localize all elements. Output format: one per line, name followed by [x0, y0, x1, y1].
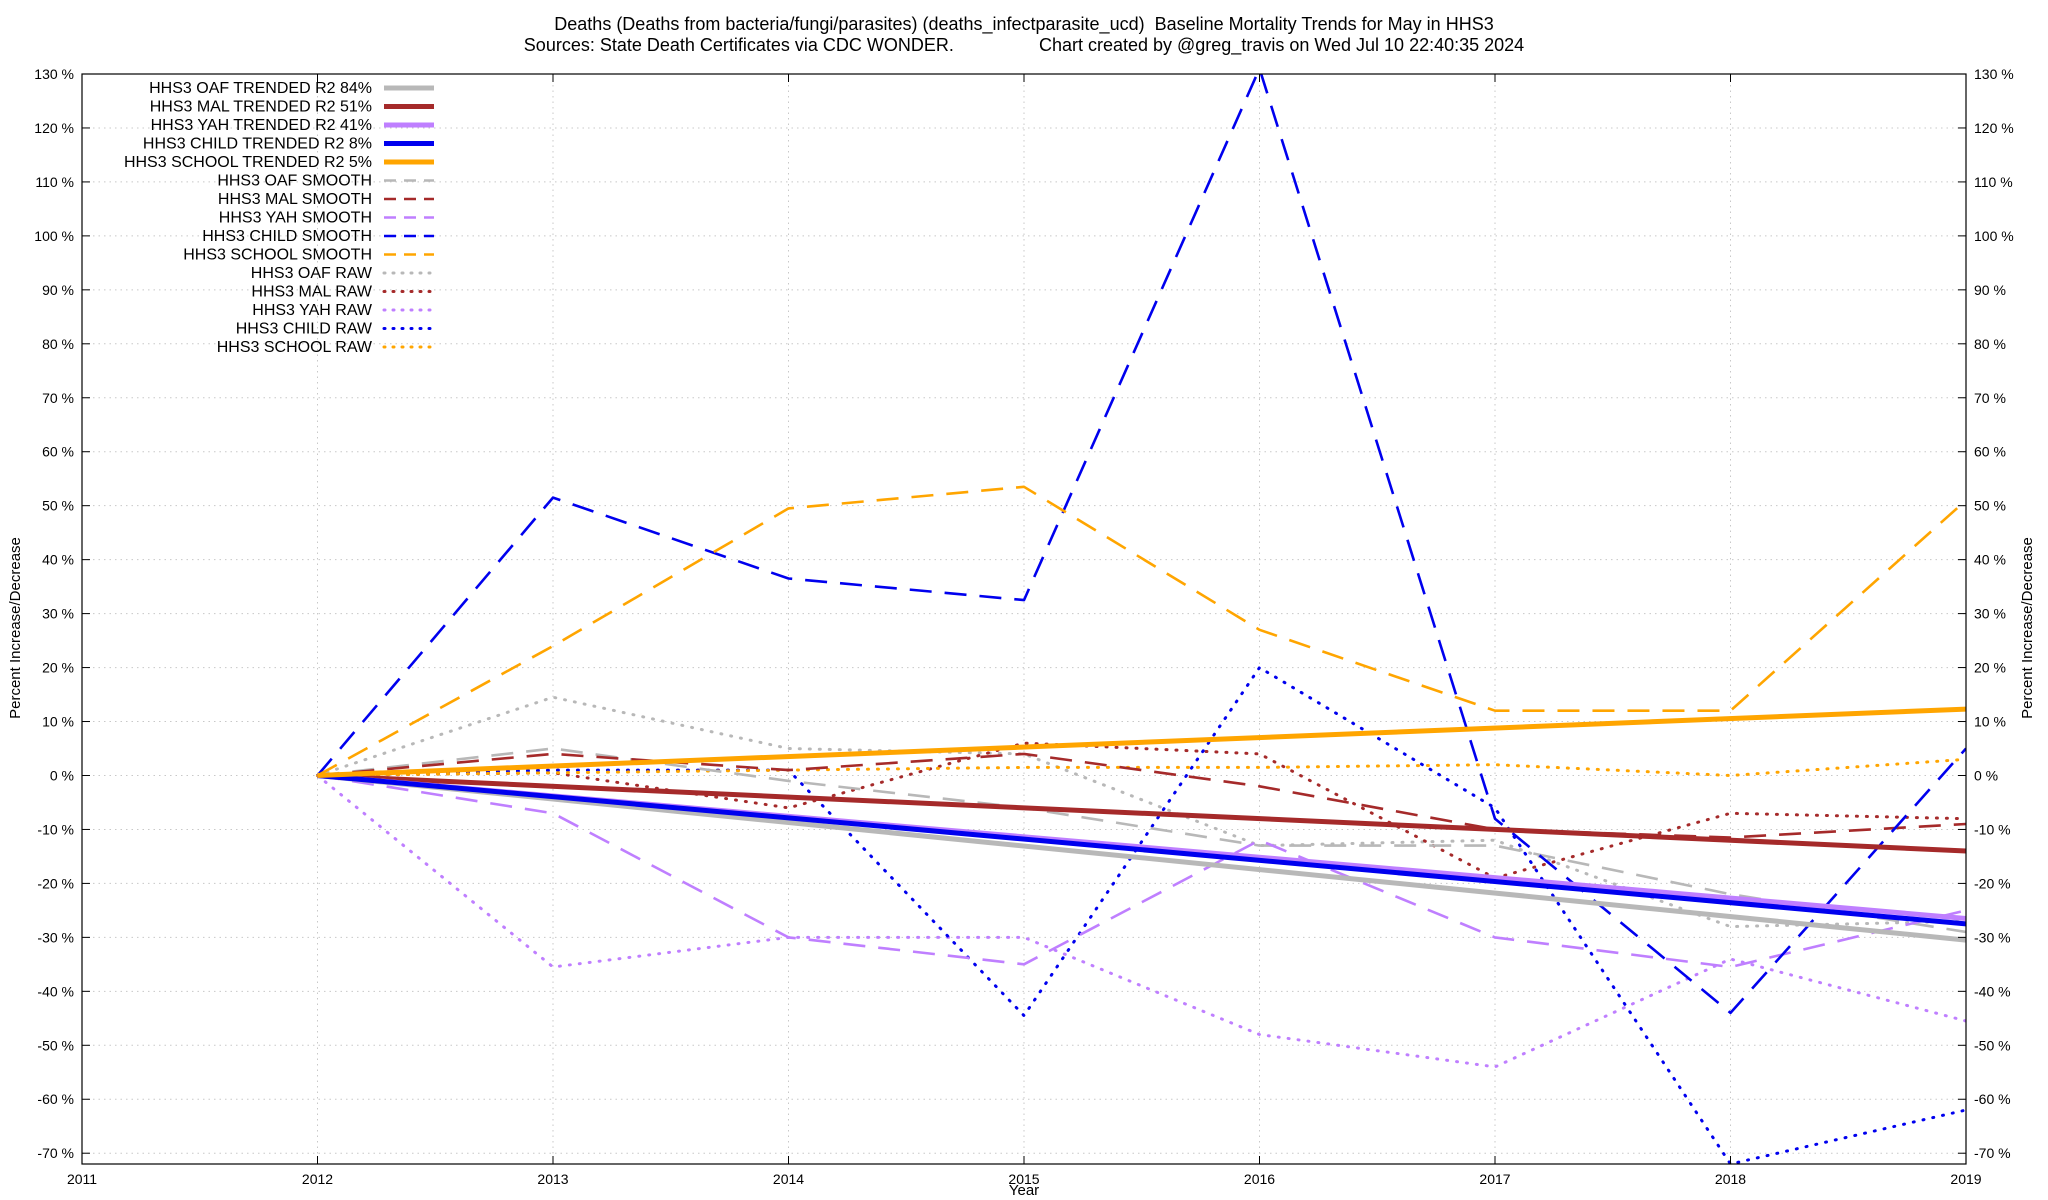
x-tick-label: 2015 — [1008, 1171, 1039, 1187]
x-tick-label: 2011 — [67, 1171, 97, 1187]
y-tick-label: 90 % — [42, 282, 74, 298]
y-tick-label: 80 % — [42, 336, 74, 352]
legend-entry-label: HHS3 SCHOOL SMOOTH — [183, 247, 372, 264]
y-tick-label: -70 % — [37, 1145, 74, 1161]
y-tick-label: -20 % — [37, 875, 74, 891]
y2-tick-label: 90 % — [1974, 282, 2006, 298]
y-tick-label: 50 % — [42, 498, 74, 514]
y-tick-label: 130 % — [34, 66, 74, 82]
series-line-hhs3-child-raw — [316, 666, 1966, 1164]
y-tick-label: -10 % — [37, 821, 74, 837]
legend-entry-label: HHS3 OAF RAW — [251, 265, 373, 282]
axis-ticks: 2011 2012 2013 2014 2015 2016 2017 2018 2019 130 … — [34, 66, 2013, 1187]
legend-entry-label: HHS3 MAL TRENDED R2 51% — [150, 99, 372, 116]
y2-tick-label: 70 % — [1974, 390, 2006, 406]
y2-tick-label: -30 % — [1974, 929, 2011, 945]
series-line-hhs3-oaf-trended-r2-84 — [317, 773, 1966, 943]
y2-tick-label: 110 % — [1974, 174, 2013, 190]
y2-axis-label: Percent Increase/Decrease — [2019, 537, 2036, 719]
legend-entry-label: HHS3 CHILD SMOOTH — [202, 228, 372, 245]
y-tick-label: -40 % — [37, 983, 74, 999]
y-tick-label: 40 % — [42, 552, 74, 568]
legend-entry-label: HHS3 OAF TRENDED R2 84% — [149, 80, 372, 97]
legend-entry-label: HHS3 MAL SMOOTH — [218, 191, 372, 208]
y2-tick-label: -10 % — [1974, 821, 2011, 837]
x-tick-label: 2016 — [1244, 1171, 1275, 1187]
x-axis-label: Year — [1009, 1182, 1039, 1199]
y2-tick-label: -20 % — [1974, 875, 2011, 891]
y2-tick-label: -50 % — [1974, 1037, 2011, 1053]
series-line-hhs3-child-smooth — [316, 74, 1966, 1015]
y-tick-label: -30 % — [37, 929, 74, 945]
y-tick-label: 0 % — [50, 767, 74, 783]
series-layer — [316, 74, 1966, 1164]
legend-entry-label: HHS3 OAF SMOOTH — [217, 173, 372, 190]
legend: HHS3 OAF TRENDED R2 84% HHS3 MAL TRENDED … — [124, 80, 436, 356]
y2-tick-label: 10 % — [1974, 714, 2006, 730]
y2-tick-label: 130 % — [1974, 66, 2014, 82]
y-tick-label: 60 % — [42, 444, 74, 460]
y-tick-label: 100 % — [34, 228, 74, 244]
y2-tick-label: 30 % — [1974, 606, 2006, 622]
legend-entry-label: HHS3 MAL RAW — [251, 284, 373, 301]
x-tick-label: 2013 — [537, 1171, 568, 1187]
y2-tick-label: 100 % — [1974, 228, 2014, 244]
series-line-hhs3-yah-smooth — [317, 774, 1966, 969]
x-tick-label: 2019 — [1950, 1171, 1981, 1187]
y2-tick-label: 120 % — [1974, 120, 2014, 136]
series-line-hhs3-school-smooth — [316, 485, 1966, 777]
legend-entry-label: HHS3 CHILD TRENDED R2 8% — [143, 136, 372, 153]
x-tick-label: 2012 — [302, 1171, 333, 1187]
y2-tick-label: -60 % — [1974, 1091, 2011, 1107]
grid — [82, 73, 1966, 1164]
legend-entry-label: HHS3 YAH SMOOTH — [219, 210, 372, 227]
y2-tick-label: 0 % — [1974, 767, 1998, 783]
y-tick-label: 20 % — [42, 660, 74, 676]
y2-tick-label: -40 % — [1974, 983, 2011, 999]
series-line-hhs3-mal-trended-r2-51 — [317, 773, 1966, 854]
y-tick-label: -50 % — [37, 1037, 74, 1053]
y-tick-label: 70 % — [42, 390, 74, 406]
y2-tick-label: 40 % — [1974, 552, 2006, 568]
legend-entry-label: HHS3 CHILD RAW — [236, 321, 373, 338]
legend-entry-label: HHS3 SCHOOL RAW — [217, 339, 373, 356]
series-line-hhs3-school-trended-r2-5 — [317, 706, 1966, 778]
chart-title: Deaths (Deaths from bacteria/fungi/paras… — [554, 14, 1493, 35]
legend-entry-label: HHS3 YAH TRENDED R2 41% — [151, 117, 372, 134]
y-axis-label: Percent Increase/Decrease — [7, 537, 24, 719]
y-tick-label: -60 % — [37, 1091, 74, 1107]
x-tick-label: 2017 — [1479, 1171, 1510, 1187]
y-tick-label: 30 % — [42, 606, 74, 622]
y2-tick-label: 50 % — [1974, 498, 2006, 514]
x-tick-label: 2018 — [1715, 1171, 1746, 1187]
series-line-hhs3-child-trended-r2-8 — [317, 773, 1966, 927]
y-tick-label: 110 % — [35, 174, 74, 190]
y2-tick-label: -70 % — [1974, 1145, 2011, 1161]
y-tick-label: 120 % — [34, 120, 74, 136]
x-tick-label: 2014 — [773, 1171, 804, 1187]
y2-tick-label: 60 % — [1974, 444, 2006, 460]
legend-entry-label: HHS3 YAH RAW — [252, 302, 373, 319]
y2-tick-label: 20 % — [1974, 660, 2006, 676]
y2-tick-label: 80 % — [1974, 336, 2006, 352]
legend-entry-label: HHS3 SCHOOL TRENDED R2 5% — [124, 154, 372, 171]
series-line-hhs3-oaf-smooth — [317, 747, 1966, 934]
y-tick-label: 10 % — [42, 714, 74, 730]
chart-subtitle: Sources: State Death Certificates via CD… — [524, 35, 1524, 56]
